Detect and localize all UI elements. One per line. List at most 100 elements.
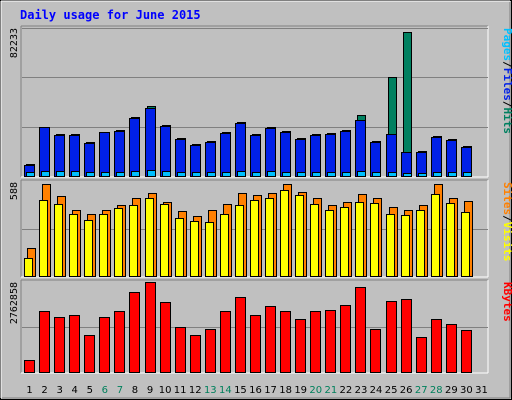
bar-pages-day-18 — [282, 172, 291, 177]
day-label-30: 30 — [460, 385, 473, 396]
bar-kbytes-day-12 — [190, 335, 201, 373]
bar-kbytes-day-4 — [69, 315, 80, 373]
bar-kbytes-day-20 — [310, 311, 321, 373]
bar-kbytes-day-14 — [220, 311, 231, 373]
bar-pages-day-3 — [56, 171, 65, 177]
bar-files-day-7 — [114, 131, 125, 177]
bar-files-day-3 — [54, 135, 65, 177]
panel-sites_visits: 588 Sites/Visits — [9, 179, 512, 278]
bar-pages-day-12 — [192, 172, 201, 177]
bar-kbytes-day-28 — [431, 319, 442, 373]
bar-visits-day-13 — [205, 222, 214, 277]
legend-item: Sites — [501, 182, 512, 215]
bar-kbytes-day-21 — [325, 310, 336, 373]
bar-files-day-2 — [39, 127, 50, 177]
day-label-2: 2 — [41, 385, 47, 396]
day-label-4: 4 — [72, 385, 78, 396]
bar-files-day-16 — [250, 135, 261, 177]
day-label-12: 12 — [189, 385, 202, 396]
bar-pages-day-9 — [147, 170, 156, 177]
bar-files-day-29 — [446, 140, 457, 177]
day-label-29: 29 — [445, 385, 458, 396]
bar-pages-day-23 — [357, 171, 366, 177]
bar-files-day-25 — [386, 134, 397, 177]
bar-visits-day-27 — [416, 210, 425, 277]
bar-visits-day-24 — [370, 203, 379, 277]
bar-files-day-6 — [99, 132, 110, 177]
bar-files-day-9 — [145, 108, 156, 177]
bar-visits-day-18 — [280, 190, 289, 277]
day-label-13: 13 — [204, 385, 217, 396]
bar-files-day-19 — [295, 139, 306, 177]
legend-item: Pages — [501, 28, 512, 61]
bar-kbytes-day-30 — [461, 330, 472, 373]
bar-visits-day-3 — [54, 204, 63, 277]
bar-kbytes-day-24 — [370, 329, 381, 373]
bar-pages-day-20 — [312, 172, 321, 177]
day-label-1: 1 — [26, 385, 32, 396]
panel-max-label: 82233 — [9, 28, 20, 58]
legend-item: / — [501, 61, 512, 68]
bar-files-day-28 — [431, 137, 442, 177]
bar-kbytes-day-27 — [416, 337, 427, 373]
bar-visits-day-16 — [250, 200, 259, 277]
bar-pages-day-10 — [162, 171, 171, 177]
bar-kbytes-day-22 — [340, 305, 351, 373]
day-label-18: 18 — [279, 385, 292, 396]
day-label-15: 15 — [234, 385, 247, 396]
day-label-8: 8 — [132, 385, 138, 396]
bar-pages-day-15 — [237, 171, 246, 177]
panel-max-label: 588 — [9, 182, 20, 200]
bar-visits-day-28 — [431, 194, 440, 277]
panel-legend: KBytes — [501, 282, 512, 322]
bar-pages-day-8 — [131, 171, 140, 177]
bar-pages-day-7 — [116, 172, 125, 177]
bar-kbytes-day-17 — [265, 306, 276, 373]
panel-kbytes: 2762858 KBytes — [9, 279, 512, 374]
bar-visits-day-6 — [99, 214, 108, 277]
bar-pages-day-19 — [297, 172, 306, 177]
bar-visits-day-23 — [355, 202, 364, 277]
bar-visits-day-1 — [24, 258, 33, 277]
bar-pages-day-17 — [267, 171, 276, 177]
bar-files-day-15 — [235, 123, 246, 177]
bar-visits-day-4 — [69, 214, 78, 277]
day-label-25: 25 — [385, 385, 398, 396]
bar-visits-day-29 — [446, 203, 455, 277]
bar-kbytes-day-15 — [235, 297, 246, 373]
day-label-20: 20 — [309, 385, 322, 396]
legend-item: Visits — [501, 222, 512, 262]
bar-visits-day-7 — [114, 208, 123, 277]
day-label-19: 19 — [294, 385, 307, 396]
bar-pages-day-24 — [372, 172, 381, 177]
bar-pages-day-11 — [177, 172, 186, 177]
bar-visits-day-30 — [461, 212, 470, 277]
bar-files-day-5 — [84, 143, 95, 177]
bar-kbytes-day-13 — [205, 329, 216, 373]
bar-kbytes-day-5 — [84, 335, 95, 373]
day-label-5: 5 — [87, 385, 93, 396]
bar-visits-day-21 — [325, 210, 334, 277]
day-label-6: 6 — [102, 385, 108, 396]
bar-visits-day-19 — [295, 195, 304, 277]
bar-visits-day-9 — [145, 198, 154, 277]
bar-pages-day-13 — [207, 172, 216, 177]
bar-visits-day-22 — [340, 207, 349, 277]
day-label-21: 21 — [324, 385, 337, 396]
bar-kbytes-day-2 — [39, 311, 50, 373]
legend-item: Hits — [501, 108, 512, 135]
bar-kbytes-day-16 — [250, 315, 261, 373]
day-label-31: 31 — [475, 385, 488, 396]
bar-pages-day-1 — [26, 172, 35, 177]
bar-files-day-4 — [69, 135, 80, 177]
bar-files-day-8 — [129, 118, 140, 177]
legend-item: Files — [501, 68, 512, 101]
bar-visits-day-8 — [129, 205, 138, 277]
day-label-17: 17 — [264, 385, 277, 396]
bar-kbytes-day-9 — [145, 282, 156, 373]
bar-kbytes-day-19 — [295, 319, 306, 373]
bar-kbytes-day-25 — [386, 301, 397, 373]
bar-pages-day-26 — [403, 173, 412, 177]
bar-kbytes-day-3 — [54, 317, 65, 373]
